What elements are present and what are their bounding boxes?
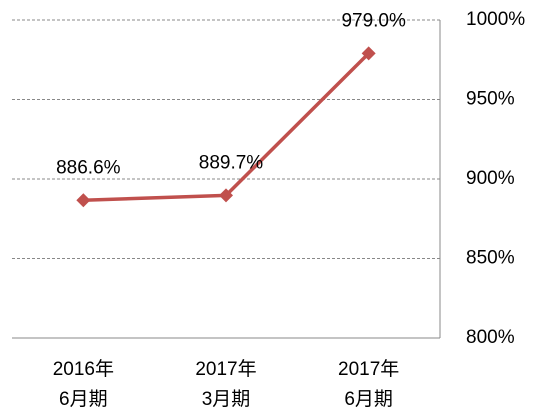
- data-label: 889.7%: [199, 152, 264, 173]
- x-tick-label: 2017年 3月期: [195, 359, 257, 410]
- y-tick-label: 950%: [466, 89, 515, 110]
- data-label: 886.6%: [56, 157, 121, 178]
- x-tick-label: 2017年 6月期: [338, 359, 400, 410]
- y-tick-label: 1000%: [466, 9, 525, 30]
- marker: [361, 46, 376, 61]
- data-label: 979.0%: [341, 10, 406, 31]
- marker: [76, 193, 91, 208]
- x-tick-label: 2016年 6月期: [52, 359, 114, 410]
- line: [83, 52, 370, 203]
- marker: [219, 188, 233, 203]
- y-tick-label: 850%: [466, 248, 515, 269]
- y-tick-label: 800%: [466, 327, 515, 348]
- y-tick-label: 900%: [466, 168, 515, 189]
